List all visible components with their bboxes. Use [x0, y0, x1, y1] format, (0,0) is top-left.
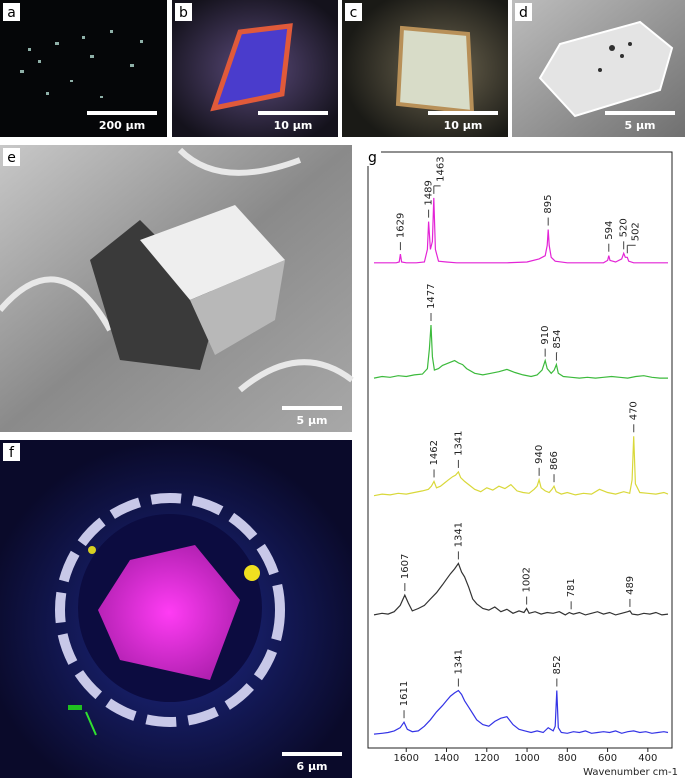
panel-label: c [350, 5, 358, 21]
spectrum-line [373, 562, 669, 616]
image-a [0, 0, 167, 137]
peak-label: 1462 [429, 440, 440, 465]
panel-label-box [515, 3, 532, 21]
panel-label: a [7, 5, 16, 21]
panel-label-box [175, 3, 192, 21]
panel-label: b [179, 5, 188, 21]
x-axis-label: Wavenumber cm-1 [583, 767, 678, 778]
panel-label-box [3, 3, 20, 21]
peak-label: 1341 [453, 430, 464, 455]
peak-label: 1341 [453, 522, 464, 547]
scale-bar-label: 5 µm [296, 414, 327, 427]
spectrum-line [373, 324, 668, 379]
panel-label: e [7, 150, 16, 166]
peak-label: 470 [629, 401, 640, 420]
panel-label-box [3, 148, 20, 166]
peak-label: 1341 [453, 649, 464, 674]
peak-label: 895 [543, 194, 554, 213]
x-tick-label: 1600 [394, 753, 419, 764]
peak-label: 940 [534, 445, 545, 464]
peak-label: 502 [631, 222, 642, 241]
scale-bar-label: 10 µm [274, 119, 313, 132]
peak-label: 854 [552, 330, 563, 349]
image-c [342, 0, 508, 137]
scale-bar-label: 10 µm [444, 119, 483, 132]
peak-label: 520 [619, 218, 630, 237]
scale-bar-label: 5 µm [624, 119, 655, 132]
peak-label: 781 [566, 578, 577, 597]
peak-label: 866 [549, 451, 560, 470]
spectrum-line [374, 197, 668, 264]
panel-label: g [368, 150, 377, 166]
peak-label: 594 [604, 221, 615, 240]
chart-background [362, 145, 685, 778]
image-b [172, 0, 338, 137]
panel-label: f [9, 445, 15, 461]
scale-bar-label: 6 µm [296, 760, 327, 773]
peak-label: 1477 [426, 284, 437, 309]
x-tick-label: 1200 [474, 753, 499, 764]
x-tick-label: 800 [558, 753, 577, 764]
image-f [0, 440, 352, 778]
peak-label: 1002 [522, 567, 533, 592]
image-d [512, 0, 685, 137]
panel-label-box [345, 3, 362, 21]
x-tick-label: 400 [638, 753, 657, 764]
peak-label: 852 [552, 655, 563, 674]
peak-label: 1629 [395, 213, 406, 238]
peak-label: 1463 [436, 156, 447, 181]
plot-frame [367, 151, 673, 749]
scale-bar-label: 200 µm [99, 119, 145, 132]
peak-label: 1607 [400, 554, 411, 579]
panel-label-box [364, 148, 381, 166]
x-tick-label: 1000 [514, 753, 539, 764]
x-tick-label: 1400 [434, 753, 459, 764]
panel-label: d [519, 5, 528, 21]
spectrum-line [373, 436, 669, 497]
image-e [0, 145, 354, 432]
peak-label: 1489 [424, 180, 435, 205]
x-tick-label: 600 [598, 753, 617, 764]
peak-label: 489 [625, 576, 636, 595]
spectrum-line [373, 689, 669, 735]
peak-label: 1611 [399, 681, 410, 706]
panel-label-box [3, 443, 20, 461]
peak-label: 910 [540, 326, 551, 345]
